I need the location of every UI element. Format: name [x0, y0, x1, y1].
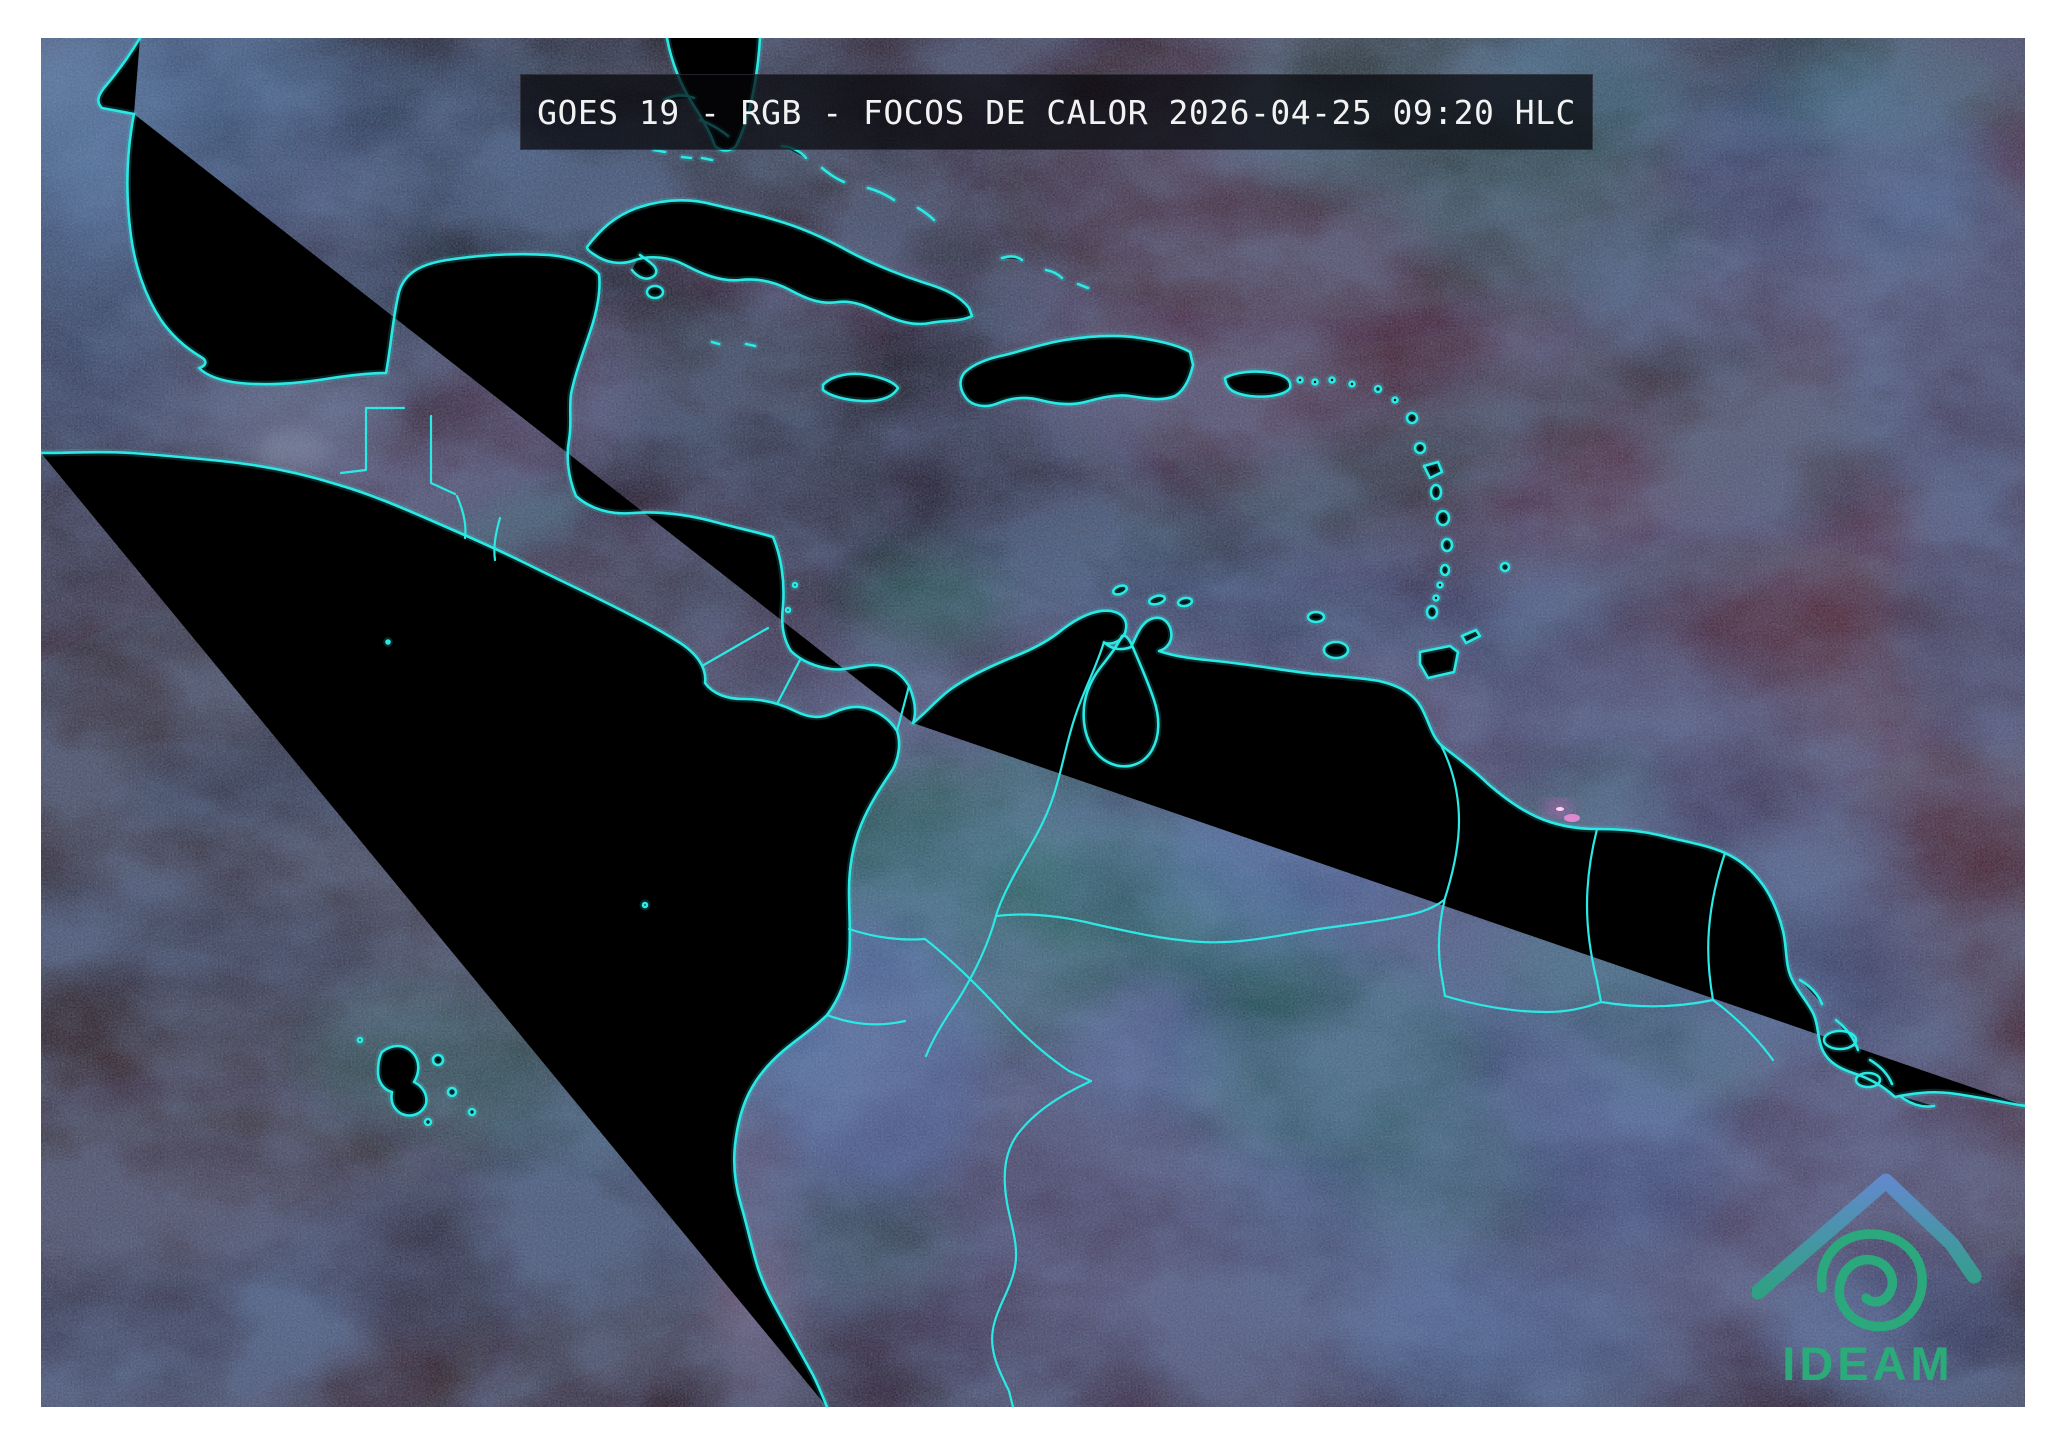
title-bar: GOES 19 - RGB - FOCOS DE CALOR 2026-04-2…: [520, 74, 1593, 150]
ideam-logo-art: [1752, 1173, 1982, 1332]
ideam-spiral-icon: [1816, 1229, 1927, 1332]
ideam-wordmark: IDEAM: [1782, 1337, 1954, 1390]
satellite-art: [41, 38, 2025, 1407]
borders-layer: [339, 406, 1775, 1407]
ideam-logo: IDEAM: [1752, 1172, 1984, 1404]
title-text: GOES 19 - RGB - FOCOS DE CALOR 2026-04-2…: [537, 92, 1576, 132]
fire-hotspots: [1547, 803, 1580, 822]
satellite-image: [41, 38, 2025, 1407]
ideam-roof-icon: [1752, 1173, 1982, 1300]
